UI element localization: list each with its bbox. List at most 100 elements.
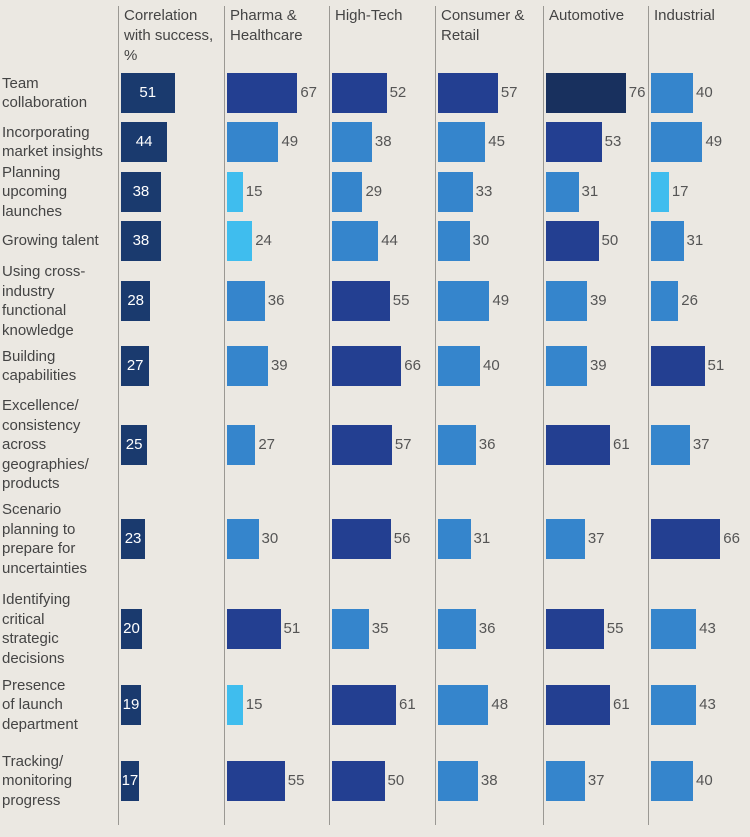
bar	[227, 346, 268, 386]
bar	[651, 221, 684, 261]
data-label: 37	[587, 530, 605, 547]
bar	[438, 519, 471, 559]
column-header: Automotive	[549, 7, 625, 24]
column-header: Consumer & Retail	[441, 7, 525, 44]
bar	[546, 609, 604, 649]
bar	[121, 73, 175, 113]
column-divider	[543, 6, 544, 825]
data-label: 56	[393, 530, 411, 547]
data-label: 49	[281, 133, 299, 150]
bar	[332, 73, 387, 113]
data-label: 37	[692, 436, 710, 453]
data-label: 33	[475, 183, 493, 200]
data-label: 49	[492, 292, 510, 309]
data-label: 23	[124, 530, 142, 547]
bar	[438, 685, 489, 725]
bar	[651, 281, 679, 321]
bar	[438, 73, 498, 113]
data-label: 36	[267, 292, 285, 309]
bar	[546, 346, 587, 386]
row-label: Incorporating market insights	[2, 123, 103, 161]
row-label: Planning upcoming launches	[2, 163, 68, 220]
bar	[332, 172, 363, 212]
bar	[227, 122, 279, 162]
column-divider	[435, 6, 436, 825]
bar	[227, 425, 256, 465]
row-label: Team collaboration	[2, 74, 88, 112]
bar	[227, 609, 281, 649]
data-label: 31	[473, 530, 491, 547]
data-label: 76	[628, 84, 646, 101]
data-label: 39	[589, 292, 607, 309]
bar	[121, 122, 168, 162]
bar	[121, 519, 146, 559]
data-label: 66	[404, 357, 421, 374]
data-label: 52	[389, 84, 407, 101]
bar	[227, 519, 259, 559]
bar	[438, 281, 490, 321]
data-label: 29	[365, 183, 383, 200]
column-divider	[118, 6, 119, 825]
data-label: 51	[283, 620, 301, 637]
bar	[121, 425, 148, 465]
data-label: 25	[125, 436, 143, 453]
data-label: 17	[671, 183, 689, 200]
data-label: 39	[589, 357, 607, 374]
bar	[651, 346, 705, 386]
bar	[121, 172, 161, 212]
bar	[438, 609, 476, 649]
bar	[546, 221, 599, 261]
data-label: 24	[255, 232, 272, 249]
data-label: 61	[613, 696, 630, 713]
data-label: 38	[374, 133, 392, 150]
bar	[651, 73, 693, 113]
data-label: 57	[394, 436, 412, 453]
row-label: Identifying critical strategic decisions	[2, 591, 71, 667]
bar	[651, 172, 669, 212]
bar	[227, 281, 265, 321]
data-label: 50	[387, 772, 405, 789]
data-label: 30	[261, 530, 279, 547]
data-label: 26	[681, 292, 698, 309]
data-label: 49	[705, 133, 723, 150]
bar	[438, 221, 470, 261]
bar	[332, 761, 385, 801]
bar	[438, 122, 486, 162]
data-label: 55	[606, 620, 624, 637]
column-divider	[224, 6, 225, 825]
data-label: 27	[258, 436, 276, 453]
data-label: 39	[270, 357, 288, 374]
bar	[227, 221, 253, 261]
data-label: 38	[132, 183, 150, 200]
data-label: 57	[500, 84, 518, 101]
data-label: 35	[371, 620, 389, 637]
bar	[121, 281, 151, 321]
data-label: 15	[245, 183, 263, 200]
bar	[651, 122, 703, 162]
bar	[121, 221, 161, 261]
bar	[546, 685, 611, 725]
data-label: 61	[399, 696, 416, 713]
data-label: 38	[132, 232, 150, 249]
row-label: Growing talent	[2, 232, 99, 250]
bar	[332, 425, 392, 465]
data-label: 43	[699, 696, 716, 713]
bar	[546, 172, 579, 212]
data-label: 27	[126, 357, 144, 374]
data-label: 31	[686, 232, 704, 249]
bar	[332, 685, 397, 725]
data-label: 51	[707, 357, 725, 374]
data-label: 44	[381, 232, 398, 249]
bar	[121, 609, 142, 649]
column-header: High-Tech	[335, 7, 403, 24]
bar	[546, 425, 611, 465]
row-label: Using cross- industry functional knowled…	[2, 263, 86, 339]
bar	[546, 761, 585, 801]
bar	[227, 73, 298, 113]
bar	[121, 685, 141, 725]
data-label: 55	[287, 772, 305, 789]
data-label: 20	[123, 620, 140, 637]
data-label: 37	[587, 772, 605, 789]
bar	[227, 685, 243, 725]
